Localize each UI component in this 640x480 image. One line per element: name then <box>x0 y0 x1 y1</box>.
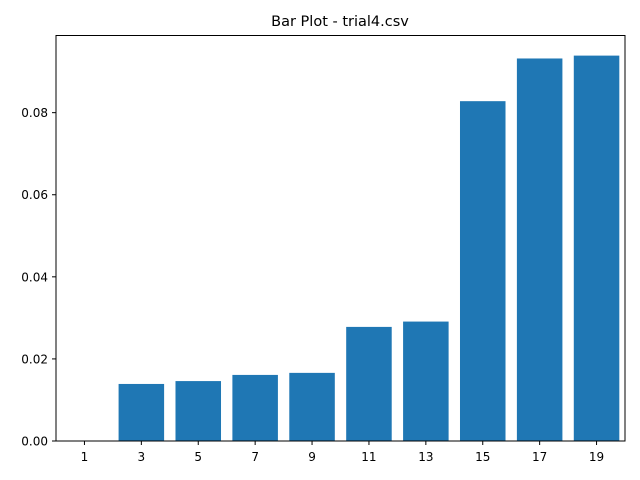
bar <box>403 321 449 441</box>
x-tick-label: 3 <box>138 450 146 464</box>
y-tick-label: 0.06 <box>21 188 48 202</box>
x-axis-ticks: 1 3 5 7 9 11 13 15 17 19 <box>81 441 604 464</box>
y-tick-label: 0.04 <box>21 270 48 284</box>
bar <box>459 101 506 442</box>
bar-series <box>118 55 620 442</box>
x-tick-label: 15 <box>475 450 490 464</box>
bar <box>346 326 392 441</box>
y-tick-label: 0.08 <box>21 106 48 120</box>
y-tick-label: 0.02 <box>21 352 48 366</box>
bar <box>289 372 335 441</box>
bar <box>516 58 563 441</box>
x-tick-label: 9 <box>308 450 316 464</box>
bar <box>232 374 278 441</box>
x-tick-label: 5 <box>194 450 202 464</box>
y-axis-ticks: 0.00 0.02 0.04 0.06 0.08 <box>21 106 56 449</box>
x-tick-label: 1 <box>81 450 89 464</box>
x-tick-label: 19 <box>589 450 604 464</box>
x-tick-label: 7 <box>251 450 259 464</box>
x-tick-label: 11 <box>361 450 376 464</box>
bar <box>573 55 620 442</box>
bar <box>175 381 222 441</box>
y-tick-label: 0.00 <box>21 435 48 449</box>
chart-title: Bar Plot - trial4.csv <box>271 14 409 30</box>
plot-area-frame <box>55 35 626 442</box>
bar <box>118 383 165 441</box>
x-tick-label: 17 <box>532 450 547 464</box>
x-tick-label: 13 <box>418 450 433 464</box>
